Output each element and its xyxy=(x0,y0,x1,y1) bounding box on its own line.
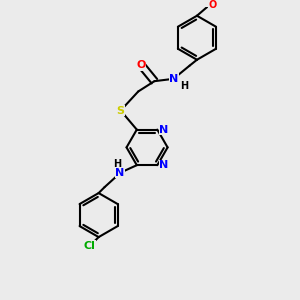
Text: H: H xyxy=(113,159,121,169)
Text: H: H xyxy=(180,81,188,91)
Text: S: S xyxy=(117,106,125,116)
Text: N: N xyxy=(159,160,168,170)
Text: Cl: Cl xyxy=(84,241,96,251)
Text: N: N xyxy=(116,167,125,178)
Text: O: O xyxy=(208,0,217,10)
Text: N: N xyxy=(159,124,168,135)
Text: N: N xyxy=(169,74,179,84)
Text: O: O xyxy=(136,60,146,70)
